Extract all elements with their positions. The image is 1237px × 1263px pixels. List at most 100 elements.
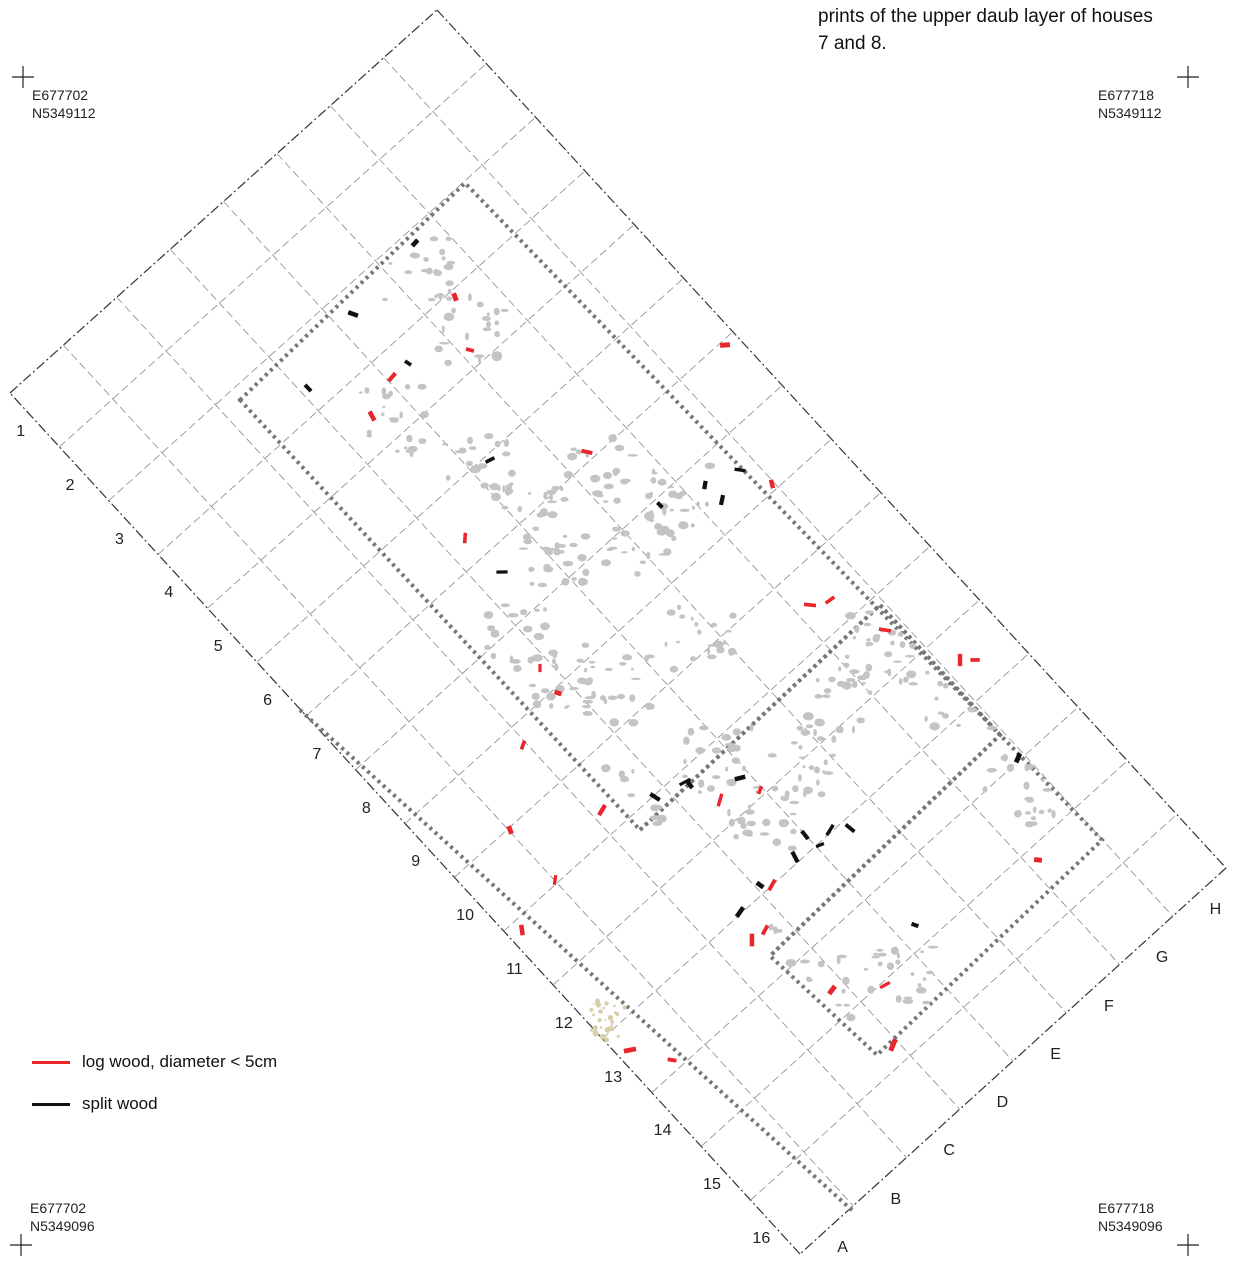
daub-fragment <box>468 446 477 450</box>
daub-fragment <box>580 533 591 540</box>
daub-fragment <box>404 384 411 390</box>
daub-fragment <box>445 280 454 287</box>
daub-fragment <box>716 646 725 654</box>
daub-fragment <box>604 667 614 671</box>
daub-fragment <box>532 526 540 531</box>
column-label-E: E <box>1050 1045 1061 1063</box>
daub-fragment <box>464 332 470 341</box>
sand-grain <box>616 1034 620 1038</box>
daub-fragment <box>884 651 893 658</box>
daub-fragment <box>873 952 879 956</box>
daub-fragment <box>549 547 556 551</box>
split-wood-piece <box>844 822 856 834</box>
daub-fragment <box>902 998 914 1005</box>
daub-fragment <box>643 655 650 662</box>
daub-fragment <box>898 678 903 685</box>
daub-fragment <box>727 647 737 656</box>
daub-fragment <box>476 301 484 308</box>
daub-fragment <box>762 818 771 827</box>
daub-fragment <box>1047 808 1052 813</box>
daub-fragment <box>423 257 429 262</box>
split-wood-piece <box>303 383 313 393</box>
daub-fragment <box>723 640 727 645</box>
legend-log-wood: log wood, diameter < 5cm <box>32 1052 277 1072</box>
row-label-4: 4 <box>164 584 174 602</box>
log-wood-piece <box>367 410 377 422</box>
daub-fragment <box>546 692 556 701</box>
daub-fragment <box>569 542 578 548</box>
daub-fragment <box>890 640 895 646</box>
daub-fragment <box>571 577 577 581</box>
daub-fragment <box>872 634 880 643</box>
daub-fragment <box>505 489 511 496</box>
row-label-8: 8 <box>361 799 371 817</box>
daub-fragment <box>796 725 804 731</box>
daub-fragment <box>505 484 513 490</box>
daub-fragment <box>533 632 545 641</box>
daub-fragment <box>446 260 456 265</box>
daub-fragment <box>491 351 503 360</box>
daub-fragment <box>528 566 535 573</box>
daub-fragment <box>896 952 901 959</box>
daub-fragment <box>439 248 446 256</box>
daub-fragment <box>806 976 812 981</box>
log-wood-piece <box>888 1038 898 1052</box>
daub-fragment <box>439 341 450 345</box>
daub-fragment <box>543 491 548 500</box>
daub-fragment <box>773 926 778 935</box>
log-wood-piece <box>970 658 980 662</box>
daub-fragment <box>845 612 856 620</box>
log-wood-piece <box>581 448 593 456</box>
daub-fragment <box>863 671 870 679</box>
column-label-H: H <box>1209 901 1222 919</box>
daub-fragment <box>821 694 831 699</box>
daub-fragment <box>543 607 547 612</box>
daub-fragment <box>846 677 856 682</box>
daub-fragment <box>503 439 510 448</box>
row-label-16: 16 <box>752 1230 771 1248</box>
daub-fragment <box>484 433 494 440</box>
daub-fragment <box>546 489 557 495</box>
daub-fragment <box>1028 763 1034 771</box>
daub-fragment <box>490 484 499 488</box>
house-outlines <box>237 180 1105 1215</box>
daub-fragment <box>849 669 860 674</box>
daub-fragment <box>603 500 609 503</box>
log-wood-piece <box>749 933 755 947</box>
daub-fragment <box>607 695 618 701</box>
daub-fragment <box>868 642 874 646</box>
daub-fragment <box>575 449 583 455</box>
daub-fragment <box>491 496 496 500</box>
daub-fragment <box>887 668 892 677</box>
daub-fragment <box>527 492 532 495</box>
daub-fragment <box>899 641 906 648</box>
daub-fragment <box>553 548 561 556</box>
log-wood-piece <box>767 878 777 892</box>
daub-fragment <box>925 670 930 675</box>
daub-fragment <box>967 707 978 713</box>
daub-fragment <box>787 845 797 851</box>
daub-fragment <box>802 712 814 721</box>
daub-fragment <box>482 327 492 332</box>
daub-fragment <box>841 988 846 994</box>
daub-fragment <box>736 816 746 825</box>
split-wood-piece <box>496 570 508 574</box>
daub-fragment <box>1006 763 1014 773</box>
daub-fragment <box>486 312 490 317</box>
daub-fragment <box>823 688 832 694</box>
daub-fragment <box>904 654 915 658</box>
daub-fragment <box>583 579 588 585</box>
row-label-11: 11 <box>506 961 523 979</box>
split-wood-piece <box>686 780 695 790</box>
sand-grain <box>598 1009 603 1014</box>
daub-fragment <box>561 578 570 586</box>
daub-fragment <box>631 768 635 774</box>
daub-fragment <box>517 506 523 513</box>
caption-line-1: prints of the upper daub layer of houses <box>818 6 1153 27</box>
log-wood-piece <box>957 653 963 667</box>
daub-fragment <box>895 959 901 965</box>
daub-fragment <box>652 820 663 827</box>
sand-grain <box>597 1018 602 1023</box>
daub-fragment <box>529 581 535 586</box>
grid-column-line <box>383 57 1174 917</box>
